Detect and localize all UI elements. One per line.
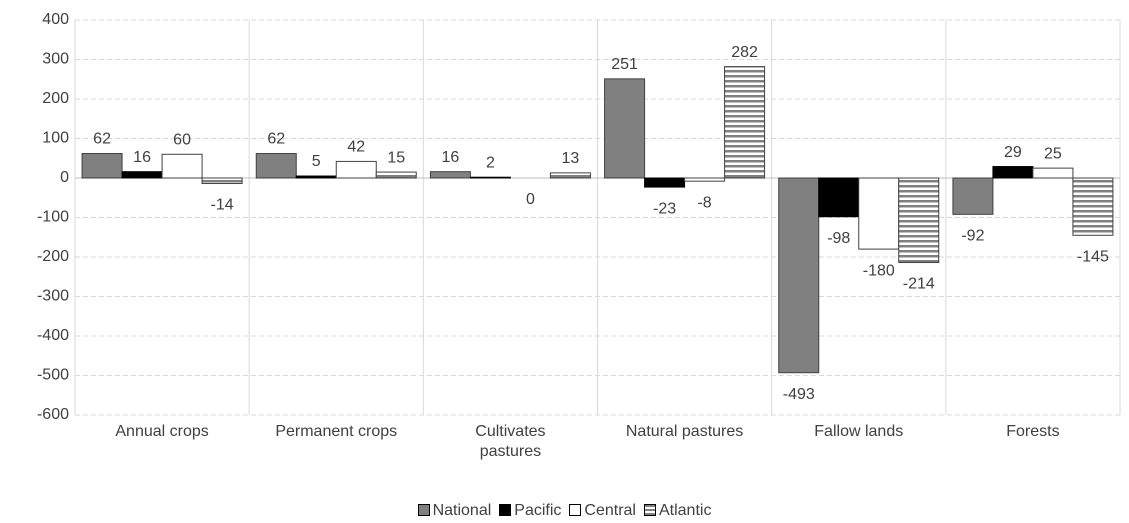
bar [604,78,646,179]
legend-label: Pacific [514,502,562,519]
data-label: 0 [526,191,535,208]
bar [429,171,471,179]
bar [255,153,297,179]
bar [858,177,900,250]
bar [469,176,511,179]
bar [992,166,1034,179]
data-label: -493 [783,386,815,403]
y-tick-label: 300 [42,51,69,68]
x-tick-label: Forests [1006,423,1060,440]
legend-swatch [417,504,430,516]
y-tick-label: -600 [37,406,69,423]
bar [1032,167,1074,179]
data-label: 62 [267,131,285,148]
data-label: -14 [211,197,234,214]
bar [898,177,940,264]
data-label: 15 [387,149,405,166]
bar [818,177,860,218]
legend-label: National [432,502,492,519]
x-tick-label: Fallow lands [814,423,904,440]
bar [684,177,726,182]
data-label: -8 [697,194,711,211]
legend-label: Central [584,502,636,519]
data-label: 29 [1004,144,1022,161]
x-tick-label: Natural pastures [625,423,744,440]
legend-item: Pacific [499,502,561,520]
legend-item: Atlantic [643,502,712,520]
x-tick-label: Cultivates pastures [475,423,546,460]
data-label: 42 [347,139,365,156]
legend-label: Atlantic [658,502,712,519]
data-label: -98 [827,230,850,247]
y-tick-label: 0 [60,169,69,186]
bar [549,172,591,179]
data-label: 13 [562,150,580,167]
data-label: 62 [93,131,111,148]
x-tick-label: Annual crops [115,423,209,440]
data-label: -92 [961,228,984,245]
y-tick-label: 100 [42,130,69,147]
legend-swatch [643,504,656,516]
bar [724,66,766,179]
bar [644,177,686,188]
bar [295,175,337,179]
bar [952,177,994,215]
y-tick-label: -300 [37,288,69,305]
data-label: -145 [1077,248,1109,265]
legend-swatch [499,504,512,516]
data-label: 16 [442,149,460,166]
y-tick-label: -500 [37,367,69,384]
y-tick-label: -200 [37,248,69,265]
data-label: 25 [1044,145,1062,162]
y-tick-label: -400 [37,327,69,344]
data-label: 251 [611,56,638,73]
legend: National Pacific Central Atlantic [0,502,1129,520]
bar [1072,177,1114,236]
y-tick-label: 400 [42,11,69,28]
data-label: 5 [312,153,321,170]
x-tick-label: Permanent crops [275,423,398,440]
legend-swatch [569,504,582,516]
y-tick-label: -100 [37,209,69,226]
data-label: 60 [173,132,191,149]
data-label: 2 [486,154,495,171]
bar [121,171,163,179]
data-label: -23 [653,200,676,217]
y-tick-label: 200 [42,90,69,107]
bar [335,160,377,179]
data-label: 282 [731,44,758,61]
bar [201,177,243,185]
bar [81,153,123,179]
bar [375,171,417,179]
data-label: -214 [903,276,935,293]
bar [778,177,820,374]
data-label: -180 [863,262,895,279]
data-label: 16 [133,149,151,166]
legend-item: Central [569,502,636,520]
bar [161,153,203,179]
legend-item: National [417,502,492,520]
